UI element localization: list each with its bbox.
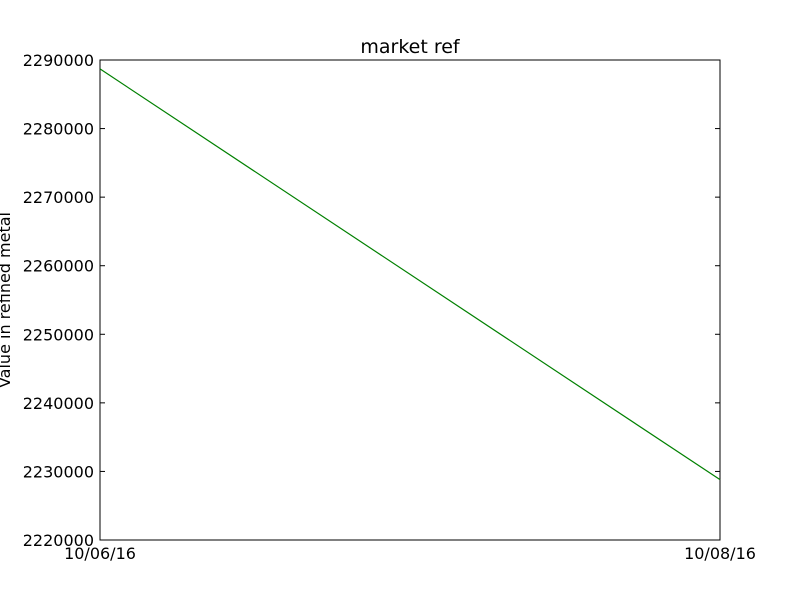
y-tick-label: 2260000 <box>23 257 94 276</box>
y-tick-label: 2230000 <box>23 462 94 481</box>
plot-frame <box>99 59 721 541</box>
y-tick-label: 2240000 <box>23 394 94 413</box>
chart-title: market ref <box>360 36 461 58</box>
y-tick-label: 2290000 <box>23 51 94 70</box>
y-tick-label: 2250000 <box>23 325 94 344</box>
y-tick-label: 2220000 <box>23 531 94 550</box>
y-tick-label: 2270000 <box>23 188 94 207</box>
x-tick-label: 10/08/16 <box>684 544 756 563</box>
y-tick-label: 2280000 <box>23 120 94 139</box>
x-tick-label: 10/06/16 <box>64 544 136 563</box>
series-line <box>99 68 721 481</box>
plot-area: 2220000 2230000 2240000 2250000 2260000 22700… <box>23 51 756 563</box>
y-axis-label: Value in refined metal <box>0 212 14 388</box>
